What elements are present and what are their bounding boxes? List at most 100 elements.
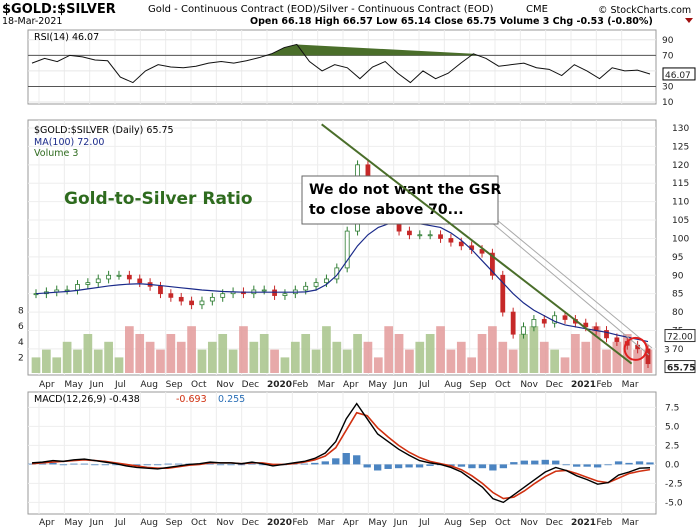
price-x-tick-label: Apr xyxy=(343,380,359,390)
volume-bar xyxy=(311,349,321,373)
volume-bar xyxy=(114,357,124,373)
price-x-tick-label: Mar xyxy=(318,380,335,390)
macd-panel xyxy=(27,391,657,515)
volume-bar xyxy=(539,341,549,373)
dropdown-arrow-icon[interactable] xyxy=(685,18,693,23)
rsi-y-tick-label: 10 xyxy=(662,98,674,108)
volume-bar xyxy=(301,334,311,373)
chart-date: 18-Mar-2021 xyxy=(2,16,62,27)
candle-body xyxy=(407,230,412,236)
price-x-tick-label: Aug xyxy=(444,380,462,390)
volume-bar xyxy=(384,326,394,373)
macd-x-tick-label: Aug xyxy=(444,518,462,528)
macd-x-tick-label: Sep xyxy=(470,518,487,528)
candle-body xyxy=(344,230,350,269)
price-x-tick-label: May xyxy=(64,380,83,390)
macd-histogram-bar xyxy=(248,463,256,465)
candle-body xyxy=(562,315,568,320)
volume-bar xyxy=(52,357,62,373)
macd-histogram-bar xyxy=(489,464,497,471)
close-last-value: 65.75 xyxy=(667,364,695,374)
volume-bar xyxy=(560,357,570,373)
volume-y-tick-label: 2 xyxy=(18,353,24,363)
price-y-tick-label: 90 xyxy=(672,271,684,281)
macd-histogram-bar xyxy=(415,464,424,468)
macd-histogram-bar xyxy=(625,462,633,465)
volume-y-tick-label: 8 xyxy=(18,307,24,317)
macd-y-tick-label: -5.0 xyxy=(665,498,683,508)
overlay xyxy=(321,123,648,365)
price-y-tick-label: 125 xyxy=(672,142,689,152)
volume-bar xyxy=(31,357,41,373)
macd-y-tick-label: 0.0 xyxy=(665,460,680,470)
candle-body xyxy=(541,319,547,324)
macd-histogram-bar xyxy=(353,455,361,465)
chart-symbol: $GOLD:$SILVER xyxy=(2,2,116,17)
volume-bar xyxy=(602,349,611,373)
macd-y-tick-label: 7.5 xyxy=(665,403,679,413)
price-legend: $GOLD:$SILVER (Daily) 65.75 xyxy=(34,125,174,136)
rsi-last-value: 46.07 xyxy=(665,71,691,81)
macd-histogram-bar xyxy=(206,463,214,465)
close-last-value-box xyxy=(664,360,696,374)
ma100-line xyxy=(35,222,649,343)
volume-legend: Volume 3 xyxy=(34,148,78,159)
price-x-tick-label: Mar xyxy=(622,380,639,390)
volume-bar xyxy=(622,334,632,373)
rsi-overbought-fill xyxy=(267,44,478,56)
volume-bar xyxy=(332,341,342,373)
candle-body xyxy=(510,311,516,335)
macd-histogram-bar xyxy=(562,464,570,466)
macd-histogram-bar xyxy=(573,464,581,467)
macd-x-tick-label: Apr xyxy=(343,518,359,528)
macd-x-tick-label: 2020 xyxy=(267,518,292,528)
ma-last-value-box xyxy=(664,329,696,343)
volume-bar xyxy=(446,349,456,373)
candle-body xyxy=(137,278,143,284)
volume-bar xyxy=(353,334,362,373)
volume-bars xyxy=(31,326,653,373)
volume-bar xyxy=(156,349,165,373)
macd-histogram-bar xyxy=(174,463,183,465)
macd-x-tick-label: Dec xyxy=(546,518,563,528)
volume-bar xyxy=(488,326,497,373)
macd-histogram-bar xyxy=(552,460,560,465)
candle-body xyxy=(85,282,91,285)
macd-x-tick-label: Aug xyxy=(140,518,158,528)
candle-body xyxy=(521,326,526,335)
callout-pointer-line xyxy=(490,221,650,356)
price-x-tick-label: 2020 xyxy=(267,380,292,390)
volume-bar xyxy=(135,334,145,373)
volume-bar xyxy=(73,349,82,373)
volume-bar xyxy=(342,349,352,373)
ma-line xyxy=(35,222,649,343)
price-x-tick-label: Jul xyxy=(418,380,430,390)
candle-body xyxy=(583,322,589,328)
price-y-tick-label: 105 xyxy=(672,216,689,226)
macd-histogram-bar xyxy=(468,464,476,469)
candle-body xyxy=(417,234,423,237)
macd-x-tick-label: Sep xyxy=(166,518,183,528)
candle-body xyxy=(168,293,174,298)
price-x-tick-label: Oct xyxy=(191,380,207,390)
candle-body xyxy=(552,315,558,324)
ma-legend: MA(100) 72.00 xyxy=(34,137,104,148)
volume-bar xyxy=(42,349,51,373)
macd-x-tick-label: Oct xyxy=(495,518,511,528)
macd-signal-legend: -0.693 xyxy=(176,394,207,405)
macd-histogram-bar xyxy=(216,464,225,466)
price-x-tick-label: May xyxy=(368,380,387,390)
volume-y-tick-label: 4 xyxy=(18,338,24,348)
ma-last-value: 72.00 xyxy=(667,333,693,343)
volume-bar xyxy=(166,334,176,373)
candle-body xyxy=(116,274,122,277)
price-x-tick-label: Oct xyxy=(495,380,511,390)
macd-signal-line xyxy=(31,411,651,500)
macd-histogram-bar xyxy=(91,464,99,466)
price-x-tick-label: Aug xyxy=(140,380,158,390)
brand-label: © StockCharts.com xyxy=(598,5,691,16)
macd-x-tick-label: Feb xyxy=(292,518,308,528)
chart-ohlc: Open 66.18 High 66.57 Low 65.14 Close 65… xyxy=(250,16,653,27)
macd-x-tick-label: Oct xyxy=(191,518,207,528)
